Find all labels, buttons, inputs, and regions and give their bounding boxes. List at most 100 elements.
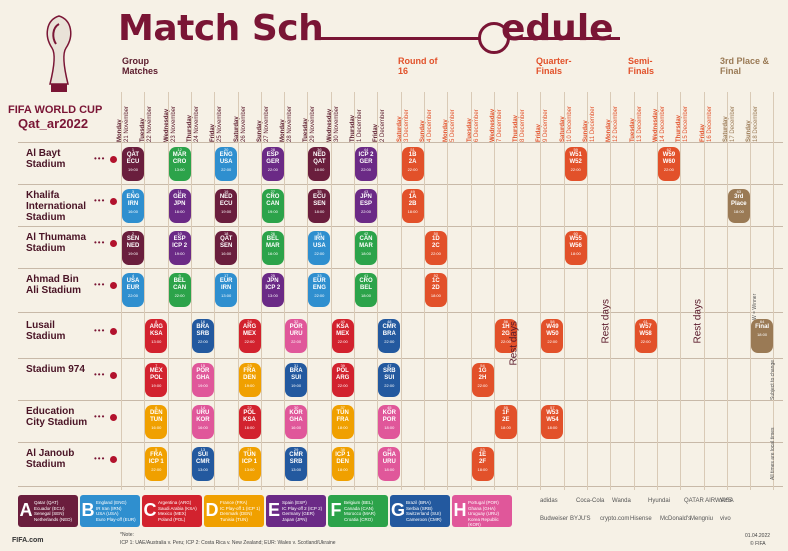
- match-card[interactable]: 23 FRA DEN 19:00: [238, 363, 261, 397]
- match-card[interactable]: 38 ICP 1 DEN 18:00: [331, 447, 354, 481]
- match-card[interactable]: 52 1C 2D 18:00: [424, 273, 447, 307]
- team-away: MAR: [359, 243, 373, 249]
- column-divider: [656, 92, 658, 490]
- match-card[interactable]: 4 USA EUR 22:00: [122, 273, 144, 307]
- match-card[interactable]: 12 MAR CRO 13:00: [168, 147, 191, 181]
- team-away: 2G: [501, 331, 510, 337]
- day-header: Friday 25 November: [210, 105, 224, 142]
- team-home: W49: [546, 324, 559, 330]
- match-card[interactable]: 27 CRO CAN 19:00: [261, 189, 284, 223]
- match-card[interactable]: 34 IRN USA 22:00: [308, 231, 331, 265]
- match-card[interactable]: 21 TUN ICP 1 13:00: [238, 447, 261, 481]
- match-card[interactable]: 17 EUR IRN 13:00: [215, 273, 238, 307]
- match-card[interactable]: 57 W53 W54 18:00: [541, 405, 564, 439]
- match-number: 28: [270, 147, 276, 152]
- match-card[interactable]: 50 1D 2C 22:00: [424, 231, 447, 265]
- team-away: 2B: [408, 201, 417, 207]
- team-away: USA: [219, 159, 233, 165]
- match-card[interactable]: 11 GER JPN 16:00: [168, 189, 191, 223]
- column-divider: [493, 92, 495, 490]
- day-header: Sunday 27 November: [256, 105, 270, 142]
- football-icon: [478, 22, 510, 54]
- match-card[interactable]: 41 CRO BEL 18:00: [355, 273, 377, 307]
- match-card[interactable]: 31 BRA SUI 19:00: [285, 363, 308, 397]
- match-card[interactable]: 24 ARG MEX 22:00: [238, 319, 261, 353]
- match-card[interactable]: 42 CAN MAR 18:00: [355, 231, 377, 265]
- match-card[interactable]: 1 QAT ECU 19:00: [122, 147, 144, 181]
- match-card[interactable]: 47 SRB SUI 22:00: [378, 363, 401, 397]
- match-number: 54: [480, 363, 485, 368]
- column-divider: [470, 92, 472, 490]
- team-away: KOR: [196, 417, 210, 423]
- match-card[interactable]: 8 ARG KSA 13:00: [145, 319, 168, 353]
- match-card[interactable]: 2 SEN NED 19:00: [122, 231, 144, 265]
- match-card[interactable]: 20 ENG USA 22:00: [215, 147, 238, 181]
- match-card[interactable]: 62 W59 W60 22:00: [657, 147, 680, 181]
- team-home: KOR: [289, 410, 303, 416]
- match-number: 33: [317, 273, 322, 278]
- match-card[interactable]: 10 ESP ICP 2 19:00: [168, 231, 191, 265]
- match-card[interactable]: 29 CMR SRB 13:00: [285, 447, 308, 481]
- match-card[interactable]: 60 W55 W56 18:00: [564, 231, 587, 265]
- match-card[interactable]: 30 KOR GHA 16:00: [285, 405, 308, 439]
- venue-name: Stadium 974: [26, 364, 85, 375]
- match-card[interactable]: 36 NED QAT 18:00: [308, 147, 331, 181]
- match-card[interactable]: 54 1G 2H 22:00: [471, 363, 494, 397]
- match-card[interactable]: 59 W51 W52 22:00: [564, 147, 587, 181]
- match-card[interactable]: 39 POL ARG 22:00: [331, 363, 354, 397]
- match-card[interactable]: 44 ICP 2 GER 22:00: [355, 147, 377, 181]
- location-pin-icon: [110, 456, 117, 463]
- match-card[interactable]: 22 POL KSA 16:00: [238, 405, 261, 439]
- match-card[interactable]: 46 GHA URU 18:00: [378, 447, 401, 481]
- match-card[interactable]: 25 JPN ICP 2 13:00: [261, 273, 284, 307]
- match-card[interactable]: 51 1B 2A 22:00: [401, 147, 424, 181]
- legend-group-f: F Belgium (BEL) Canada (CAN) Morocco (MAR) C…: [328, 495, 388, 527]
- match-card[interactable]: 9 BEL CAN 22:00: [168, 273, 191, 307]
- match-card[interactable]: 7 MEX POL 19:00: [145, 363, 168, 397]
- match-number: 61: [643, 319, 648, 324]
- match-card[interactable]: 18 QAT SEN 16:00: [215, 231, 238, 265]
- team-away: ICP 1: [148, 459, 164, 465]
- match-card[interactable]: 16 BRA SRB 22:00: [191, 319, 214, 353]
- match-card[interactable]: 13 SUI CMR 13:00: [191, 447, 214, 481]
- match-card[interactable]: 35 ECU SEN 18:00: [308, 189, 331, 223]
- match-card[interactable]: 63 3rd Place 18:00: [727, 189, 750, 223]
- team-home: KSA: [336, 324, 350, 330]
- brand-line2: Qat_ar2022: [18, 116, 89, 131]
- match-card[interactable]: 28 ESP GER 22:00: [261, 147, 284, 181]
- match-card[interactable]: 19 NED ECU 19:00: [215, 189, 238, 223]
- match-card[interactable]: 53 1E 2F 18:00: [471, 447, 494, 481]
- match-card[interactable]: 64 Final 18:00: [751, 319, 774, 353]
- match-card[interactable]: 61 W57 W58 22:00: [634, 319, 657, 353]
- match-card[interactable]: 6 DEN TUN 16:00: [145, 405, 168, 439]
- match-card[interactable]: 48 CMR BRA 22:00: [378, 319, 401, 353]
- match-card[interactable]: 58 W49 W50 22:00: [541, 319, 564, 353]
- match-card[interactable]: 45 KOR POR 18:00: [378, 405, 401, 439]
- match-card[interactable]: 32 POR URU 22:00: [285, 319, 308, 353]
- match-card[interactable]: 56 1H 2G 22:00: [494, 319, 517, 353]
- match-card[interactable]: 5 FRA ICP 1 22:00: [145, 447, 168, 481]
- team-home: TUN: [243, 452, 256, 458]
- match-card[interactable]: 55 1F 2E 18:00: [494, 405, 517, 439]
- team-away: W54: [546, 417, 559, 423]
- match-card[interactable]: 40 KSA MEX 22:00: [331, 319, 354, 353]
- match-card[interactable]: 33 EUR ENG 22:00: [308, 273, 331, 307]
- team-home: ENG: [219, 152, 233, 158]
- rest-days-2: Rest days: [600, 299, 612, 344]
- match-card[interactable]: 14 URU KOR 16:00: [191, 405, 214, 439]
- team-home: ICP 2: [358, 152, 374, 158]
- match-card[interactable]: 43 JPN ESP 22:00: [355, 189, 377, 223]
- match-card[interactable]: 26 BEL MAR 16:00: [261, 231, 284, 265]
- kickoff-time: 22:00: [430, 251, 441, 256]
- match-card[interactable]: 37 TUN FRA 18:00: [331, 405, 354, 439]
- match-number: 35: [317, 189, 322, 194]
- match-number: 58: [550, 319, 555, 324]
- team-home: NED: [219, 194, 233, 200]
- match-number: 3: [131, 189, 135, 194]
- match-card[interactable]: 3 ENG IRN 16:00: [122, 189, 144, 223]
- match-card[interactable]: 15 POR GHA 19:00: [191, 363, 214, 397]
- kickoff-time: 16:00: [197, 425, 208, 430]
- team-home: POR: [196, 368, 210, 374]
- footer-link[interactable]: FIFA.com: [12, 537, 44, 544]
- match-card[interactable]: 49 1A 2B 18:00: [401, 189, 424, 223]
